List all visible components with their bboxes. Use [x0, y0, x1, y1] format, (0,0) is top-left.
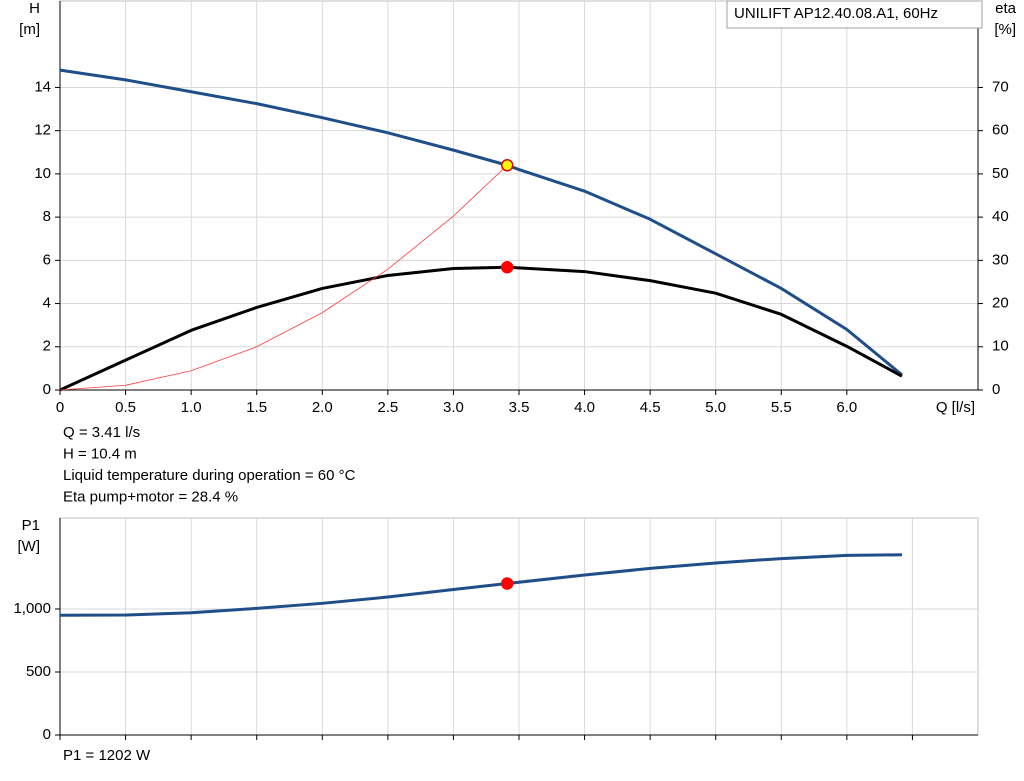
y-tick-label: 8	[43, 208, 51, 225]
y-tick-label: 10	[34, 165, 51, 182]
y2-tick-label: 40	[992, 208, 1009, 225]
y2-tick-label: 70	[992, 78, 1009, 95]
y2-tick-label: 30	[992, 251, 1009, 268]
legend-box	[726, 0, 983, 29]
x-tick-label: 1.5	[246, 399, 267, 416]
y-axis-label: P1	[22, 517, 40, 534]
curve	[59, 553, 902, 617]
legend-title: UNILIFT AP12.40.08.A1, 60Hz	[734, 5, 938, 22]
y-tick-label: 2	[43, 338, 51, 355]
x-axis-label: Q [l/s]	[936, 399, 975, 416]
y-tick-label: 4	[43, 295, 51, 312]
duty-point	[500, 260, 514, 274]
y2-axis-label: [%]	[994, 21, 1016, 38]
y-tick-label: 0	[43, 381, 51, 398]
y2-tick-label: 10	[992, 338, 1009, 355]
x-tick-label: 5.0	[705, 399, 726, 416]
x-tick-label: 3.0	[443, 399, 464, 416]
x-tick-label: 6.0	[836, 399, 857, 416]
y2-axis-label: eta	[995, 0, 1017, 17]
y2-tick-label: 60	[992, 122, 1009, 139]
duty-point	[500, 158, 514, 172]
x-tick-label: 3.5	[509, 399, 530, 416]
x-tick-label: 4.0	[574, 399, 595, 416]
info-text: Q = 3.41 l/s	[63, 424, 140, 441]
x-tick-label: 2.0	[312, 399, 333, 416]
y-tick-label: 12	[34, 122, 51, 139]
y-tick-label: 1,000	[13, 600, 51, 617]
x-tick-label: 4.5	[640, 399, 661, 416]
y-axis-label: [W]	[18, 538, 41, 555]
y-tick-label: 6	[43, 251, 51, 268]
x-tick-label: 0.5	[115, 399, 136, 416]
curve	[59, 265, 903, 392]
info-text: H = 10.4 m	[63, 445, 137, 462]
y-tick-label: 500	[26, 663, 51, 680]
x-tick-label: 2.5	[377, 399, 398, 416]
curve	[59, 164, 508, 391]
y-axis-label: H	[29, 0, 40, 17]
y2-tick-label: 50	[992, 165, 1009, 182]
x-tick-label: 0	[56, 399, 64, 416]
y2-tick-label: 0	[992, 381, 1000, 398]
duty-point	[500, 577, 514, 590]
info-text: Eta pump+motor = 28.4 %	[63, 488, 238, 505]
y-axis-label: [m]	[19, 21, 40, 38]
x-tick-label: 5.5	[771, 399, 792, 416]
info-text: Liquid temperature during operation = 60…	[63, 467, 356, 484]
y-tick-label: 0	[43, 726, 51, 743]
y-tick-label: 14	[34, 78, 51, 95]
x-tick-label: 1.0	[181, 399, 202, 416]
y2-tick-label: 20	[992, 295, 1009, 312]
info-text: P1 = 1202 W	[63, 747, 151, 764]
